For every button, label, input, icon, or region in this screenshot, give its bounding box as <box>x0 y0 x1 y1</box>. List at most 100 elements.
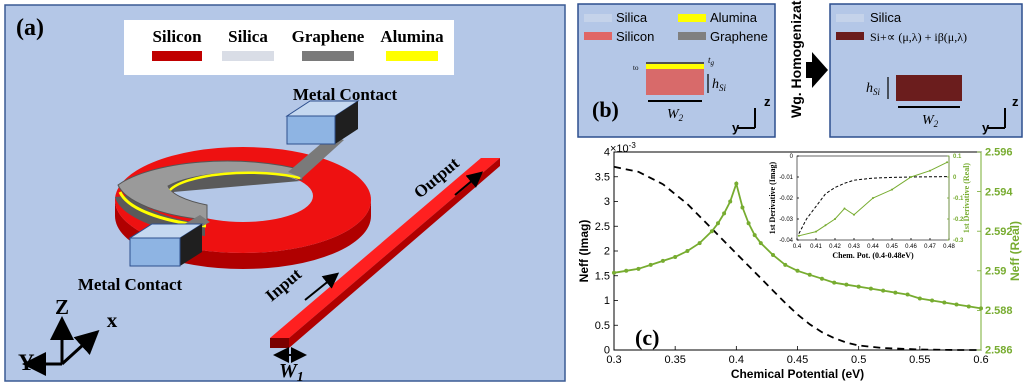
main-real-series-point <box>905 292 910 297</box>
main-real-series-point <box>728 199 733 204</box>
inset-real-series-point <box>853 213 855 216</box>
axis-y-label: Y <box>18 350 35 375</box>
main-y-tick-label: 0 <box>604 345 610 357</box>
inset-y-tick-label: -0.01 <box>779 175 793 181</box>
legend-silicon-swatch <box>152 51 202 61</box>
axis-x-label: x <box>107 308 118 332</box>
legend-b-right-core-swatch <box>836 32 864 40</box>
main-real-series-point <box>832 280 837 285</box>
w2-right-label: W2 <box>922 113 939 129</box>
inset-imag-series-line <box>798 176 948 234</box>
main-y2-tick-label: 2.588 <box>985 305 1013 317</box>
main-y2-tick-label: 2.592 <box>985 226 1013 238</box>
main-real-series-point <box>685 249 690 253</box>
t-o-label: to <box>633 64 639 72</box>
main-real-series-point <box>697 241 702 246</box>
main-real-series-point <box>844 282 849 287</box>
main-y-tick-label: 2.5 <box>595 221 610 233</box>
legend-b-silica-swatch <box>584 14 612 22</box>
h-si-right-label: hSi <box>866 81 881 97</box>
legend-silica-swatch <box>222 51 274 61</box>
main-y2-tick-label: 2.586 <box>985 345 1013 357</box>
main-real-series-point <box>758 241 763 246</box>
inset-y2-axis-label: 1st Derivative (Real) <box>962 163 971 234</box>
panel-b-tag: (b) <box>592 97 619 122</box>
main-real-series-point <box>722 211 727 216</box>
inset-real-series-point <box>872 197 874 199</box>
metal-contact-bottom-label: Metal Contact <box>78 275 183 294</box>
alumina-layer <box>646 64 704 69</box>
input-arrow-icon <box>304 272 340 301</box>
inset-y-tick-label: -0.03 <box>779 217 793 223</box>
homogenization-arrow-icon <box>806 52 828 88</box>
main-real-series-point <box>612 270 616 275</box>
inset-x-tick-label: 0.42 <box>829 244 841 250</box>
inset-chart: 0.4 0.41 0.42 0.43 0.44 0.45 0.46 0.47 0.48 -0.04… <box>768 154 971 260</box>
inset-y2-tick-label: 0.1 <box>953 154 962 160</box>
homogenized-box <box>829 3 1023 138</box>
b-axis-z-label: z <box>764 94 771 109</box>
inset-y-axis-label: 1st Derivative (Imag) <box>768 161 777 234</box>
inset-real-series-point <box>910 176 912 178</box>
main-x-tick-label: 0.3 <box>606 354 621 366</box>
main-real-series-point <box>740 205 745 210</box>
inset-x-tick-label: 0.41 <box>810 244 822 250</box>
b-right-axis-z-label: z <box>1012 94 1019 109</box>
main-real-series-point <box>771 252 776 257</box>
inset-real-series-point <box>815 230 817 233</box>
legend-silica-label: Silica <box>228 27 268 46</box>
main-x-tick-label: 0.35 <box>664 354 685 366</box>
graphene-layer <box>646 62 704 64</box>
panel-c-tag: (c) <box>635 325 659 350</box>
main-y-tick-label: 3.5 <box>595 171 610 183</box>
inset-x-tick-label: 0.48 <box>943 244 955 250</box>
panel-a-tag: (a) <box>16 15 44 41</box>
legend-b-silicon-swatch <box>584 32 612 40</box>
inset-x-tick-label: 0.46 <box>905 244 917 250</box>
bus-waveguide <box>270 158 500 348</box>
legend-b-right-silica-label: Silica <box>870 10 902 25</box>
inset-y2-tick-label: 0 <box>953 175 957 181</box>
main-y-tick-label: 3 <box>604 196 610 208</box>
main-real-series-point <box>795 268 800 273</box>
main-real-series-point <box>783 262 788 267</box>
main-imag-series-line <box>613 165 981 351</box>
bottom-metal-contact <box>128 223 204 267</box>
output-arrow-icon <box>454 171 484 196</box>
main-y2-tick-label: 2.594 <box>985 186 1013 198</box>
inset-y2-tick-label: -0.1 <box>953 196 964 202</box>
main-real-series-point <box>893 290 898 295</box>
inset-real-series-point <box>891 188 893 191</box>
inset-x-tick-label: 0.45 <box>886 244 898 250</box>
h-si-label: hSi <box>712 77 727 93</box>
legend-alumina-label: Alumina <box>380 27 444 46</box>
main-real-series-point <box>807 272 812 277</box>
panel-a-legend: Silicon Silica Graphene Alumina <box>124 20 454 75</box>
main-real-series-point <box>942 300 947 305</box>
main-real-series-point <box>709 229 714 234</box>
t-g-label: tg <box>708 55 715 67</box>
main-real-series-point <box>636 266 641 271</box>
inset-y2-tick-label: -0.2 <box>953 217 964 223</box>
main-y-tick-label: 4 <box>604 147 610 159</box>
axis-z-label: Z <box>55 295 69 319</box>
main-x-tick-label: 0.45 <box>787 354 808 366</box>
inset-x-tick-label: 0.47 <box>924 244 936 250</box>
inset-x-tick-label: 0.44 <box>867 244 879 250</box>
inset-real-series-point <box>834 218 836 220</box>
inset-y-tick-label: -0.04 <box>779 238 793 244</box>
inset-real-series-point <box>929 169 931 172</box>
top-metal-contact <box>285 100 360 145</box>
main-x-tick-label: 0.5 <box>851 354 866 366</box>
legend-b-silica-label: Silica <box>616 10 648 25</box>
legend-b-right-silica-swatch <box>836 14 864 22</box>
panel-b: Silica Alumina Silicon Graphene tg to hS… <box>577 0 1023 138</box>
inset-y-tick-label: 0 <box>790 154 794 160</box>
main-real-series-point <box>881 288 886 293</box>
main-real-series-point <box>868 286 873 291</box>
main-real-series-point <box>930 298 935 303</box>
legend-b-alumina-swatch <box>678 14 706 22</box>
legend-graphene-swatch <box>302 51 354 61</box>
main-real-series-point <box>624 268 629 273</box>
main-real-series-point <box>734 181 739 186</box>
